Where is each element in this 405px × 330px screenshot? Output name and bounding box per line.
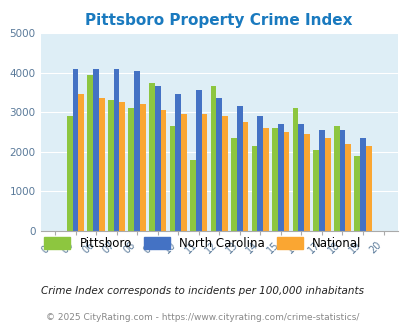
Text: Crime Index corresponds to incidents per 100,000 inhabitants: Crime Index corresponds to incidents per… [41, 286, 364, 296]
Bar [78, 94, 84, 231]
Bar [303, 134, 309, 231]
Bar [201, 114, 207, 231]
Bar [195, 90, 201, 231]
Bar [128, 108, 134, 231]
Bar [242, 122, 248, 231]
Bar [318, 130, 324, 231]
Bar [313, 150, 318, 231]
Bar [345, 144, 350, 231]
Bar [262, 128, 268, 231]
Bar [67, 116, 72, 231]
Bar [292, 108, 298, 231]
Bar [169, 126, 175, 231]
Bar [298, 124, 303, 231]
Bar [365, 146, 371, 231]
Bar [99, 98, 104, 231]
Bar [134, 71, 140, 231]
Legend: Pittsboro, North Carolina, National: Pittsboro, North Carolina, National [40, 232, 365, 255]
Bar [283, 132, 289, 231]
Bar [339, 130, 345, 231]
Bar [175, 94, 181, 231]
Bar [108, 100, 113, 231]
Bar [277, 124, 283, 231]
Text: © 2025 CityRating.com - https://www.cityrating.com/crime-statistics/: © 2025 CityRating.com - https://www.city… [46, 313, 359, 322]
Bar [271, 128, 277, 231]
Bar [354, 156, 359, 231]
Bar [154, 86, 160, 231]
Bar [333, 126, 339, 231]
Bar [190, 160, 195, 231]
Bar [140, 104, 145, 231]
Bar [93, 69, 99, 231]
Bar [222, 116, 227, 231]
Bar [324, 138, 330, 231]
Bar [230, 138, 236, 231]
Title: Pittsboro Property Crime Index: Pittsboro Property Crime Index [85, 13, 352, 28]
Bar [257, 116, 262, 231]
Bar [113, 69, 119, 231]
Bar [236, 106, 242, 231]
Bar [359, 138, 365, 231]
Bar [210, 86, 216, 231]
Bar [119, 102, 125, 231]
Bar [251, 146, 257, 231]
Bar [181, 114, 186, 231]
Bar [160, 110, 166, 231]
Bar [87, 75, 93, 231]
Bar [216, 98, 222, 231]
Bar [149, 82, 154, 231]
Bar [72, 69, 78, 231]
